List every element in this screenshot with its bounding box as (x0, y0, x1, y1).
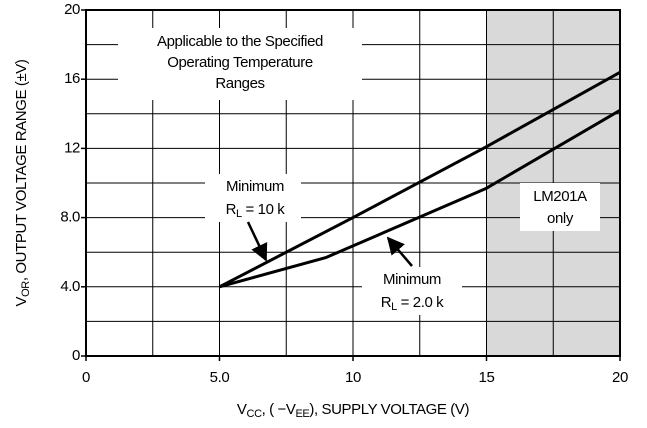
annotation-text: Minimum (226, 178, 284, 195)
arrow (386, 236, 413, 267)
y-tick-label: 4.0 (60, 278, 80, 295)
line-series (219, 109, 621, 289)
annotation-box (205, 174, 301, 222)
x-tick-label: 15 (479, 369, 495, 386)
text-segment: OR (20, 281, 32, 297)
text-segment: R (226, 201, 237, 218)
x-tick-label: 0 (82, 369, 90, 386)
annotation-text: Applicable to the Specified (157, 33, 323, 50)
text-segment: Minimum (226, 178, 284, 195)
arrow (246, 221, 268, 262)
annotation-text: only (547, 210, 574, 227)
x-tick-label: 20 (612, 369, 628, 386)
y-tick-label: 12 (64, 139, 80, 156)
text-segment: , ( −V (262, 401, 296, 418)
x-axis-label: VCC, ( −VEE), SUPPLY VOLTAGE (V) (237, 401, 470, 420)
text-segment: ), SUPPLY VOLTAGE (V) (309, 401, 469, 418)
text-segment: EE (296, 408, 310, 420)
y-tick-label: 20 (64, 1, 80, 18)
text-segment: CC (247, 408, 263, 420)
y-axis-label: VOR, OUTPUT VOLTAGE RANGE (±V) (13, 59, 32, 306)
text-segment: V (13, 296, 30, 306)
y-tick-label: 0 (72, 347, 80, 364)
text-segment: Minimum (383, 271, 441, 288)
text-segment: = 10 k (242, 201, 286, 218)
annotation-text: LM201A (533, 188, 587, 205)
annotation-box (362, 267, 462, 315)
text-segment: , OUTPUT VOLTAGE RANGE (±V) (13, 59, 30, 281)
y-tick-label: 16 (64, 70, 80, 87)
annotation-box (118, 28, 362, 100)
annotation-box (520, 183, 600, 231)
annotation-text: Ranges (215, 75, 264, 92)
text-segment: Applicable to the Specified (157, 33, 323, 50)
x-tick-label: 5.0 (210, 369, 230, 386)
text-segment: Ranges (215, 75, 264, 92)
text-segment: = 2.0 k (397, 294, 444, 311)
annotation-text: RL = 10 k (226, 201, 286, 220)
text-segment: L (236, 208, 242, 220)
text-segment: V (237, 401, 247, 418)
y-tick-label: 8.0 (60, 209, 80, 226)
annotation-text: RL = 2.0 k (381, 294, 444, 313)
annotation-text: Operating Temperature (167, 54, 313, 71)
text-segment: only (547, 210, 574, 227)
text-segment: R (381, 294, 392, 311)
x-tick-label: 10 (345, 369, 361, 386)
line-series (218, 70, 621, 289)
text-segment: LM201A (533, 188, 587, 205)
text-segment: L (391, 301, 397, 313)
text-segment: Operating Temperature (167, 54, 313, 71)
annotation-text: Minimum (383, 271, 441, 288)
